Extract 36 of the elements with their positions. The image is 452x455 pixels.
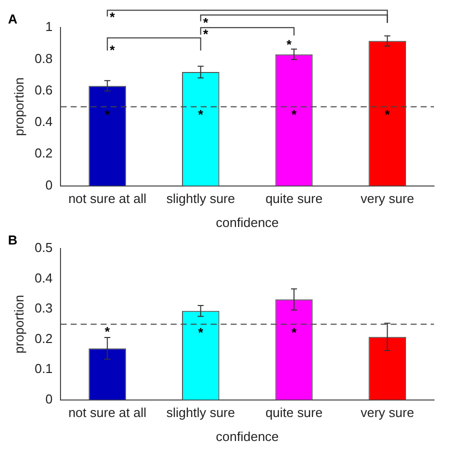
x-tick-label: quite sure	[265, 405, 323, 420]
x-tick-label: quite sure	[265, 191, 323, 206]
y-tick-label: 0.2	[34, 330, 53, 346]
annotation: *	[291, 106, 298, 122]
annotation: *	[384, 106, 391, 122]
x-tick-label: not sure at all	[68, 405, 146, 420]
chart-title: B	[8, 232, 18, 248]
y-tick-label: 0.5	[34, 240, 53, 256]
x-tick-label: very sure	[360, 191, 414, 206]
chart-title: A	[8, 11, 18, 26]
x-tick-label: slightly sure	[166, 405, 235, 420]
y-axis-title: proportion	[11, 294, 26, 354]
y-tick-label: 0	[45, 391, 53, 406]
y-tick-label: 1	[45, 19, 53, 34]
y-tick-label: 0.8	[34, 50, 53, 66]
x-tick-label: very sure	[360, 405, 414, 420]
y-tick-label: 0.3	[34, 300, 53, 316]
x-axis-title: confidence	[216, 428, 279, 444]
y-tick-label: 0.4	[34, 114, 53, 130]
annotation: *	[291, 324, 298, 340]
y-tick-label: 0.2	[34, 146, 53, 161]
annotation: *	[198, 324, 204, 340]
y-tick-label: 0.4	[34, 270, 53, 286]
annotation: *	[110, 42, 116, 58]
y-tick-label: 0	[45, 177, 53, 192]
x-axis-title: confidence	[216, 214, 279, 230]
annotation: *	[286, 37, 292, 52]
annotation: *	[104, 324, 111, 340]
annotation: *	[104, 106, 111, 122]
annotation: *	[198, 106, 204, 122]
y-tick-label: 0.6	[34, 82, 53, 98]
y-axis-title: proportion	[11, 77, 26, 136]
text: *	[110, 10, 116, 25]
y-tick-label: 0.1	[34, 361, 53, 376]
x-tick-label: slightly sure	[166, 191, 235, 206]
x-tick-label: not sure at all	[68, 191, 146, 206]
